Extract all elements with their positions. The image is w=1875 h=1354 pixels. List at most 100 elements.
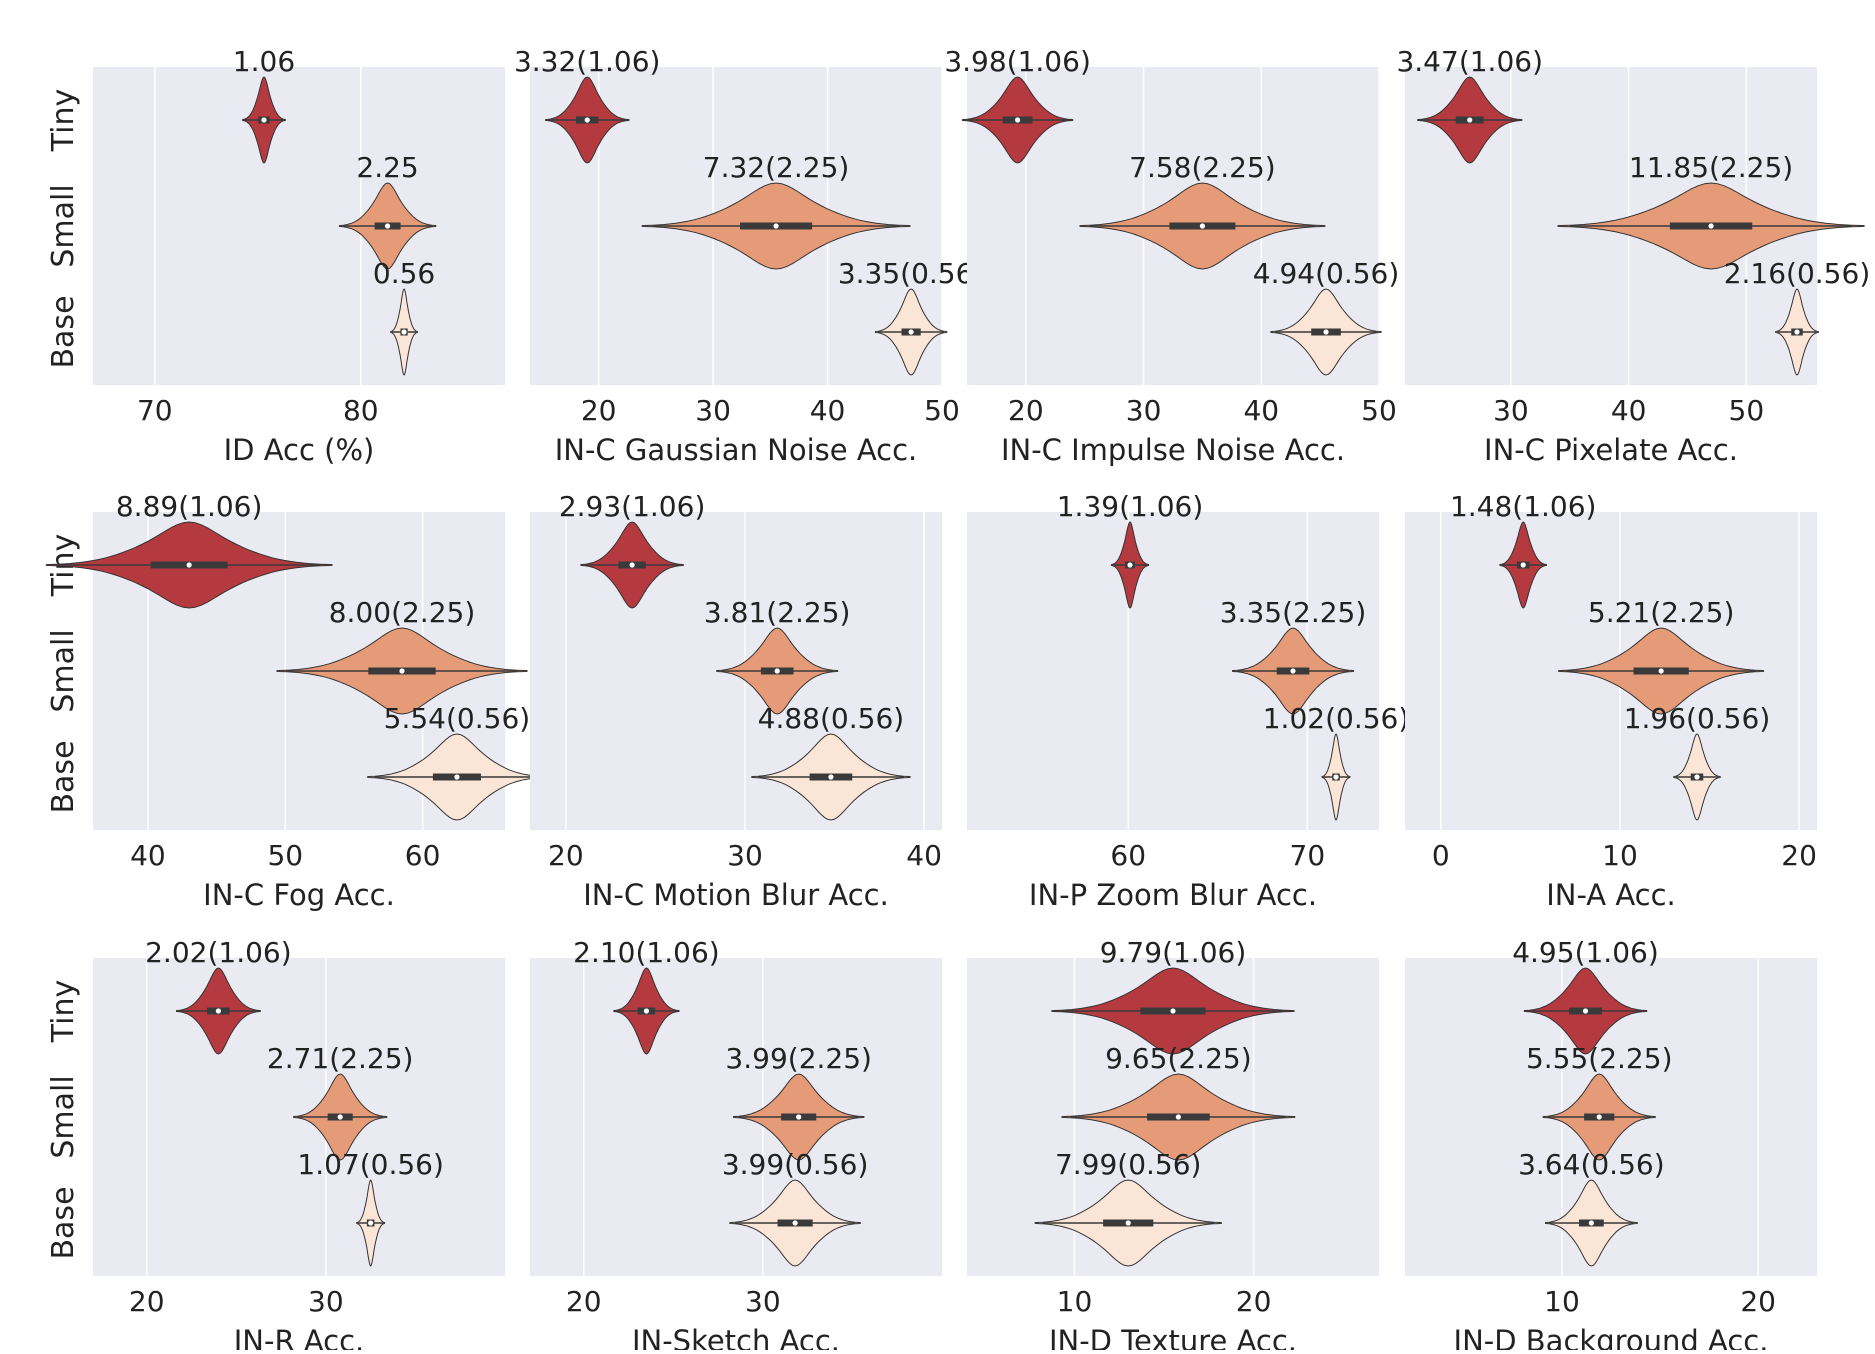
median-dot-tiny: [1015, 117, 1021, 123]
median-dot-small: [384, 223, 391, 229]
data-label-small: 3.99(2.25): [725, 1042, 872, 1075]
median-dot-base: [828, 774, 834, 780]
median-dot-tiny: [1467, 117, 1473, 123]
data-label-small: 7.32(2.25): [703, 151, 850, 184]
x-tick-label: 30: [745, 1285, 781, 1318]
median-dot-tiny: [261, 117, 267, 123]
panel-8: 20 30 IN-R Acc. Tiny Small Base 2.02(1.06) 2.71…: [46, 936, 505, 1354]
x-axis-label: IN-D Texture Acc.: [1049, 1324, 1297, 1350]
x-tick-label: 40: [1243, 394, 1279, 427]
data-label-tiny: 1.48(1.06): [1450, 490, 1597, 523]
median-dot-small: [1290, 668, 1296, 674]
x-tick-label: 0: [1432, 839, 1450, 872]
x-tick-label: 60: [1110, 839, 1146, 872]
median-dot-base: [1323, 329, 1329, 335]
median-dot-small: [1658, 668, 1664, 674]
panel-11: 10 20 IN-D Background Acc. 4.95(1.06) 5.55(2…: [1405, 936, 1817, 1354]
data-label-small: 5.55(2.25): [1526, 1042, 1673, 1075]
x-tick-label: 30: [695, 394, 731, 427]
x-axis-label: IN-P Zoom Blur Acc.: [1029, 878, 1317, 912]
x-tick-label: 80: [343, 394, 379, 427]
data-label-base: 5.54(0.56): [384, 702, 531, 735]
y-tick-label-base: Base: [46, 740, 81, 813]
median-dot-small: [1708, 223, 1714, 229]
median-dot-base: [401, 329, 407, 335]
median-dot-base: [792, 1220, 798, 1226]
y-tick-label-tiny: Tiny: [46, 980, 81, 1044]
median-dot-tiny: [1127, 562, 1133, 568]
median-dot-small: [773, 223, 779, 229]
x-tick-label: 20: [548, 839, 584, 872]
x-axis-label: ID Acc (%): [224, 433, 375, 467]
y-tick-label-small: Small: [46, 184, 81, 267]
data-label-base: 2.16(0.56): [1724, 257, 1871, 290]
data-label-small: 3.35(2.25): [1220, 596, 1367, 629]
data-label-small: 5.21(2.25): [1588, 596, 1735, 629]
x-tick-label: 30: [308, 1285, 344, 1318]
median-dot-base: [454, 774, 460, 780]
median-dot-base: [368, 1220, 374, 1226]
median-dot-small: [1596, 1114, 1602, 1120]
data-label-base: 3.99(0.56): [722, 1148, 869, 1181]
data-label-tiny: 1.39(1.06): [1057, 490, 1204, 523]
data-label-tiny: 8.89(1.06): [116, 490, 263, 523]
panel-10: 10 20 IN-D Texture Acc. 9.79(1.06) 9.65(2.25…: [967, 936, 1379, 1354]
x-axis-label: IN-A Acc.: [1546, 878, 1676, 912]
data-label-tiny: 9.79(1.06): [1100, 936, 1247, 969]
data-label-tiny: 2.93(1.06): [559, 490, 706, 523]
data-label-base: 1.96(0.56): [1624, 702, 1771, 735]
x-tick-label: 20: [1781, 839, 1817, 872]
data-label-tiny: 1.06: [233, 45, 295, 78]
median-dot-tiny: [643, 1008, 650, 1014]
median-dot-base: [1694, 774, 1700, 780]
y-tick-label-base: Base: [46, 295, 81, 368]
x-tick-label: 20: [566, 1285, 602, 1318]
x-tick-label: 10: [1544, 1285, 1580, 1318]
x-tick-label: 30: [727, 839, 763, 872]
data-label-small: 2.71(2.25): [267, 1042, 414, 1075]
median-dot-small: [399, 668, 405, 674]
median-dot-tiny: [1582, 1008, 1589, 1014]
median-dot-tiny: [186, 562, 192, 568]
x-axis-label: IN-Sketch Acc.: [632, 1324, 840, 1350]
data-label-base: 1.02(0.56): [1263, 702, 1410, 735]
median-dot-tiny: [1170, 1008, 1176, 1014]
x-axis-label: IN-D Background Acc.: [1454, 1324, 1769, 1350]
median-dot-small: [337, 1114, 343, 1120]
x-axis-label: IN-C Impulse Noise Acc.: [1001, 433, 1345, 467]
x-axis-label: IN-C Fog Acc.: [203, 878, 395, 912]
data-label-base: 3.35(0.56): [838, 257, 985, 290]
x-tick-label: 60: [405, 839, 441, 872]
median-dot-tiny: [215, 1008, 221, 1014]
median-dot-base: [1333, 774, 1339, 780]
median-dot-base: [1125, 1220, 1131, 1226]
data-label-small: 3.81(2.25): [704, 596, 851, 629]
x-axis-label: IN-C Pixelate Acc.: [1484, 433, 1738, 467]
panel-6: 60 70 IN-P Zoom Blur Acc. 1.39(1.06) 3.35(2.…: [967, 490, 1409, 912]
median-dot-base: [908, 329, 914, 335]
data-label-small: 2.25: [356, 151, 418, 184]
x-tick-label: 10: [1057, 1285, 1093, 1318]
y-tick-label-base: Base: [46, 1186, 81, 1259]
x-axis-label: IN-C Gaussian Noise Acc.: [555, 433, 918, 467]
y-tick-label-small: Small: [46, 629, 81, 712]
data-label-tiny: 2.02(1.06): [145, 936, 292, 969]
data-label-base: 7.99(0.56): [1055, 1148, 1202, 1181]
x-tick-label: 20: [1008, 394, 1044, 427]
y-tick-label-small: Small: [46, 1075, 81, 1158]
x-tick-label: 50: [1361, 394, 1397, 427]
data-label-base: 4.94(0.56): [1253, 257, 1400, 290]
x-tick-label: 30: [1126, 394, 1162, 427]
x-tick-label: 20: [581, 394, 617, 427]
median-dot-small: [796, 1114, 802, 1120]
panel-9: 20 30 IN-Sketch Acc. 2.10(1.06) 3.99(2.25) 3.…: [530, 936, 942, 1354]
panel-2: 20 30 40 50 IN-C Impulse Noise Acc. 3.98(1.06…: [944, 45, 1399, 467]
x-tick-label: 30: [1493, 394, 1529, 427]
median-dot-small: [1199, 223, 1206, 229]
median-dot-base: [1794, 329, 1800, 335]
x-tick-label: 70: [137, 394, 173, 427]
data-label-base: 4.88(0.56): [758, 702, 905, 735]
